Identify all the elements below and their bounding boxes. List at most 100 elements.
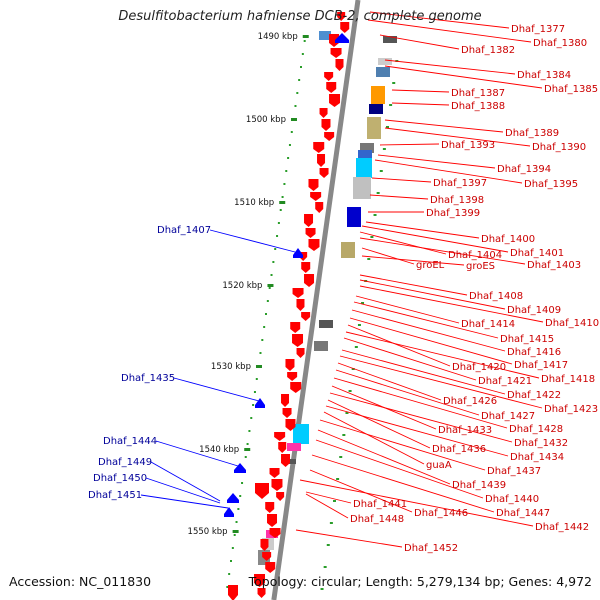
feature-box: [378, 58, 392, 65]
track-dot: [283, 183, 286, 185]
right-gene-label: guaA: [426, 460, 452, 471]
right-gene-label: Dhaf_1414: [461, 319, 515, 330]
forward-gene-arrow: [304, 214, 314, 227]
track-dot: [277, 222, 280, 224]
track-dot: [357, 324, 361, 326]
forward-gene-arrow: [269, 528, 281, 538]
reverse-gene-arrow: [293, 248, 303, 258]
track-dot: [361, 302, 365, 304]
right-leader-line: [335, 369, 480, 416]
reverse-gene-arrow: [224, 507, 234, 517]
track-dot: [379, 170, 383, 172]
forward-gene-arrow: [319, 168, 329, 178]
right-leader-line: [359, 285, 544, 323]
track-dot: [320, 588, 324, 590]
track-dot: [244, 456, 247, 458]
feature-box: [369, 104, 383, 114]
right-gene-label: Dhaf_1397: [433, 178, 487, 189]
right-leader-line: [359, 279, 506, 310]
right-gene-label: Dhaf_1389: [505, 128, 559, 139]
forward-gene-arrow: [296, 299, 305, 311]
feature-box: [319, 320, 333, 328]
right-leader-line: [361, 247, 415, 265]
left-gene-label: Dhaf_1435: [121, 373, 175, 384]
scale-tick: [290, 118, 297, 121]
track-dot: [296, 92, 299, 94]
scale-tick-label: 1550 kbp: [188, 527, 228, 537]
right-leader-line: [391, 102, 450, 106]
right-gene-label: Dhaf_1447: [496, 508, 550, 519]
right-gene-label: Dhaf_1395: [524, 179, 578, 190]
right-gene-label: Dhaf_1398: [430, 195, 484, 206]
right-leader-line: [299, 479, 534, 527]
forward-gene-arrow: [315, 202, 324, 213]
right-leader-line: [305, 493, 349, 519]
track-dot: [250, 417, 253, 419]
right-gene-label: Dhaf_1382: [461, 45, 515, 56]
right-leader-line: [319, 419, 486, 471]
right-gene-label: Dhaf_1394: [497, 164, 551, 175]
right-gene-label: Dhaf_1436: [432, 444, 486, 455]
forward-gene-arrow: [228, 585, 238, 600]
track-dot: [345, 412, 349, 414]
track-dot: [285, 170, 288, 172]
forward-gene-arrow: [254, 574, 266, 587]
forward-gene-arrow: [290, 382, 302, 393]
forward-gene-arrow: [290, 322, 301, 333]
right-gene-label: Dhaf_1442: [535, 522, 589, 533]
left-leader-line: [173, 377, 260, 402]
track-dot: [348, 390, 352, 392]
right-leader-line: [341, 349, 506, 395]
left-label-leaders: [140, 229, 296, 509]
track-dot: [276, 235, 279, 237]
right-gene-label: Dhaf_1427: [481, 411, 535, 422]
forward-gene-arrow: [282, 408, 292, 418]
forward-gene-arrow: [324, 72, 334, 81]
forward-gene-arrow: [281, 454, 291, 467]
right-leader-line: [339, 355, 543, 409]
track-dot: [288, 144, 291, 146]
right-leader-line: [351, 309, 506, 352]
map-title: Desulfitobacterium hafniense DCB-2, comp…: [118, 9, 482, 24]
right-gene-label: Dhaf_1408: [469, 291, 523, 302]
reverse-gene-arrow: [227, 493, 239, 503]
left-gene-label: Dhaf_1444: [103, 436, 157, 447]
scale-ticks: 1490 kbp 1500 kbp 1510 kbp 1520 kbp 1530 kbp…: [188, 32, 309, 537]
right-gene-label: groES: [466, 261, 495, 272]
feature-box: [360, 143, 374, 153]
right-leader-line: [325, 405, 509, 457]
forward-gene-arrow: [340, 22, 350, 33]
right-leader-line: [371, 177, 432, 183]
track-dot: [246, 443, 249, 445]
right-leader-line: [379, 34, 460, 50]
forward-gene-arrow: [335, 59, 344, 71]
left-gene-label: Dhaf_1407: [157, 225, 211, 236]
scale-tick: [232, 530, 239, 533]
forward-gene-arrow: [269, 468, 280, 478]
forward-gene-arrow: [329, 94, 341, 107]
forward-gene-arrow: [301, 262, 311, 273]
right-gene-labels: Dhaf_1377 Dhaf_1380 Dhaf_1382 Dhaf_1384 Dhaf…: [350, 24, 599, 554]
forward-gene-arrow: [262, 552, 272, 561]
track-dot: [326, 544, 330, 546]
scale-tick-label: 1540 kbp: [199, 445, 239, 455]
right-leader-line: [384, 65, 543, 89]
track-dot: [290, 131, 293, 133]
right-leader-line: [309, 469, 413, 513]
forward-gene-arrow: [292, 288, 304, 298]
right-gene-label: Dhaf_1418: [541, 374, 595, 385]
forward-gene-arrow: [330, 48, 342, 58]
right-gene-label: Dhaf_1390: [532, 142, 586, 153]
right-leader-line: [333, 377, 508, 429]
track-dot: [385, 126, 389, 128]
right-leader-line: [359, 231, 447, 255]
right-gene-label: Dhaf_1416: [507, 347, 561, 358]
track-dot: [389, 104, 393, 106]
forward-gene-arrow: [324, 132, 335, 141]
left-leader-line: [209, 229, 296, 253]
track-dot: [241, 482, 244, 484]
right-gene-label: Dhaf_1437: [487, 466, 541, 477]
right-leader-line: [349, 317, 513, 365]
track-dot: [333, 500, 337, 502]
right-leader-line: [295, 529, 403, 548]
